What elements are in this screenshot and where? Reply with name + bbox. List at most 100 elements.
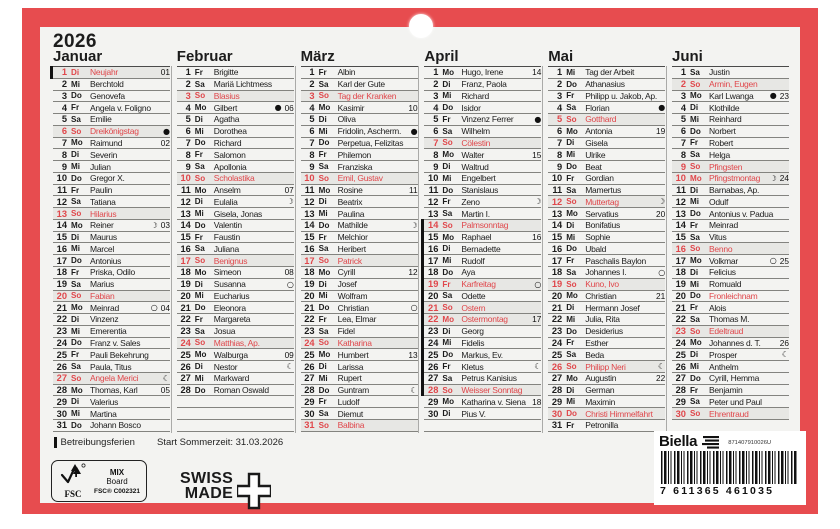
day-number: 13	[56, 208, 67, 219]
day-name: Vinzenz Ferrer	[461, 114, 514, 125]
day-number: 19	[551, 279, 563, 290]
day-name: Cyrill	[337, 267, 356, 278]
day-row: 7 Do Richard	[176, 137, 294, 150]
day-number: 5	[185, 114, 191, 125]
day-number: 22	[56, 314, 67, 325]
weekday-abbr: Fr	[318, 67, 327, 77]
day-number: 15	[551, 232, 563, 243]
day-number: 20	[304, 290, 315, 301]
day-number: 8	[61, 149, 67, 160]
month-column: Mai 1 Mi Tag der Arbeit 2 Do Athanasius 3 Fr Phil…	[548, 49, 672, 432]
day-name: Johann Bosco	[90, 420, 141, 431]
day-number: 1	[433, 67, 439, 78]
weekday-abbr: Do	[689, 373, 701, 383]
day-number: 31	[304, 420, 315, 431]
weekday-abbr: Sa	[442, 291, 453, 301]
day-name: Gotthard	[585, 114, 617, 125]
weekday-abbr: Di	[689, 103, 699, 113]
week-number: 11	[408, 185, 418, 196]
day-row: 18 Mo Cyrill 12	[300, 267, 418, 279]
day-name: Simeon	[213, 267, 242, 278]
day-number: 30	[428, 408, 439, 419]
week-number: 07	[284, 185, 294, 196]
day-number: 12	[304, 196, 315, 207]
day-name: Bernadette	[461, 243, 501, 254]
day-name: Richard	[213, 137, 242, 148]
day-row: 25 Fr Pauli Bekehrung	[53, 349, 170, 362]
weekday-abbr: So	[566, 197, 577, 207]
day-row: 2 Sa Karl der Gute	[300, 79, 418, 91]
day-row: 23 Di Georg	[421, 324, 542, 338]
weekday-abbr: Fr	[194, 314, 203, 324]
day-name: Paula, Titus	[90, 361, 132, 372]
day-row: 30 So Ehrentraud	[671, 408, 789, 420]
day-row: 19 Sa Marius	[53, 279, 170, 291]
day-row: 23 So Edeltraud	[671, 325, 789, 338]
day-number: 9	[185, 161, 191, 172]
day-name: Heribert	[337, 243, 366, 254]
weekday-abbr: Mi	[194, 126, 204, 136]
day-row: 27 So Angela Merici ☾	[53, 372, 170, 385]
day-row: 16 Mi Marcel	[53, 243, 170, 256]
week-number: 09	[284, 349, 294, 360]
day-number: 30	[56, 408, 67, 419]
day-row: 10 Fr Gordian	[548, 173, 666, 185]
day-name: Gisela	[585, 137, 608, 148]
day-number: 17	[304, 255, 315, 266]
day-row: 7 Mo Raimund 02	[53, 138, 170, 150]
day-number: 19	[675, 279, 686, 290]
weekday-abbr: Di	[71, 397, 80, 407]
weekday-abbr: Fr	[442, 197, 451, 207]
day-number: 1	[185, 67, 191, 78]
day-name: Severin	[90, 149, 118, 160]
weekday-abbr: Do	[689, 209, 701, 219]
day-name: Larissa	[337, 361, 364, 372]
betreibungsferien-bar	[421, 230, 424, 244]
weekday-abbr: Di	[566, 138, 575, 148]
day-name: Katharina	[337, 337, 372, 348]
day-name: Sophie	[585, 232, 611, 243]
weekday-abbr: Do	[194, 385, 206, 395]
weekday-abbr: Mo	[442, 150, 455, 160]
fsc-logo: FSC MIX Board FSC® C002321	[51, 460, 147, 502]
day-name: Emil, Gustav	[337, 173, 383, 184]
day-name: Ostern	[461, 302, 486, 313]
day-row: 10 Mi Engelbert	[424, 173, 542, 185]
day-number: 5	[61, 114, 67, 125]
weekday-abbr: So	[442, 385, 453, 395]
day-row: 10 So Emil, Gustav	[300, 172, 418, 185]
day-number: 30	[675, 408, 686, 419]
day-row: 2 Di Franz, Paola	[424, 79, 542, 91]
day-name: Agatha	[213, 114, 240, 125]
weekday-abbr: Mo	[566, 126, 578, 136]
day-number: 12	[551, 196, 563, 207]
day-name: Hermann Josef	[585, 302, 640, 313]
day-name: Richard	[461, 90, 489, 101]
day-number: 8	[557, 149, 563, 160]
biella-lines-icon	[702, 435, 720, 449]
day-name: Hugo, Irene	[461, 67, 504, 78]
day-name: Markward	[213, 373, 250, 384]
weekday-abbr: Mi	[71, 79, 80, 89]
weekday-abbr: Do	[442, 185, 454, 195]
swiss-made-line2: MADE	[184, 485, 234, 502]
day-name: Brigitte	[213, 67, 239, 78]
weekday-abbr: So	[689, 409, 701, 419]
month-title: März	[300, 48, 335, 65]
day-number: 7	[185, 137, 191, 148]
day-name: Beda	[585, 349, 605, 360]
weekday-abbr: Mi	[689, 362, 699, 372]
column-divider	[666, 66, 667, 433]
weekday-abbr: Fr	[566, 173, 575, 183]
day-name: Athanasius	[585, 79, 625, 90]
day-row: 17 Fr Paschalis Baylon	[548, 255, 666, 268]
day-number: 6	[433, 126, 439, 137]
day-row: 7 So Cölestin	[424, 137, 542, 150]
week-number: 13	[408, 349, 418, 360]
month-rows: 1 Mi Tag der Arbeit 2 Do Athanasius 3 Fr Philipp…	[548, 66, 666, 432]
day-name: Tatiana	[90, 196, 116, 207]
day-number: 12	[180, 196, 191, 207]
weekday-abbr: Fr	[689, 138, 699, 148]
day-name: Valentin	[213, 220, 242, 231]
week-number: 16	[532, 232, 542, 243]
